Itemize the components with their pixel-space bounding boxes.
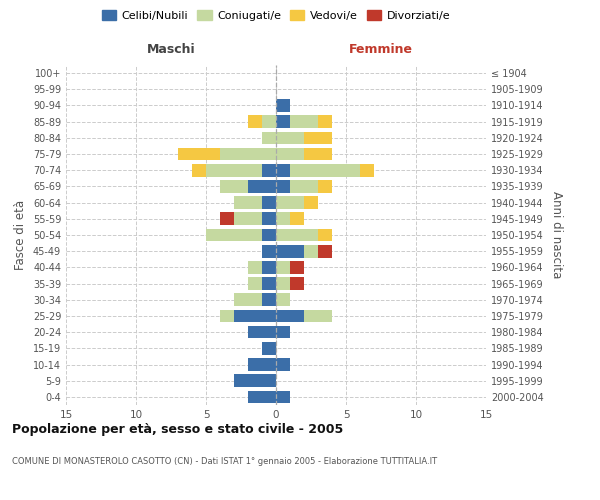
Bar [248,358,276,371]
Legend: Celibi/Nubili, Coniugati/e, Vedovi/e, Divorziati/e: Celibi/Nubili, Coniugati/e, Vedovi/e, Di… [97,6,455,25]
Bar [178,148,220,160]
Bar [304,245,318,258]
Bar [276,310,304,322]
Bar [276,196,304,209]
Text: Popolazione per età, sesso e stato civile - 2005: Popolazione per età, sesso e stato civil… [12,422,343,436]
Bar [262,278,276,290]
Bar [262,342,276,354]
Bar [206,164,262,176]
Bar [234,212,262,225]
Bar [262,261,276,274]
Y-axis label: Fasce di età: Fasce di età [14,200,27,270]
Bar [276,132,304,144]
Bar [276,164,290,176]
Bar [220,148,276,160]
Text: Femmine: Femmine [349,43,413,56]
Bar [276,390,290,403]
Bar [290,116,318,128]
Bar [276,148,304,160]
Bar [262,196,276,209]
Bar [290,180,318,192]
Bar [220,180,248,192]
Bar [276,228,318,241]
Bar [318,116,332,128]
Y-axis label: Anni di nascita: Anni di nascita [550,192,563,278]
Bar [276,245,304,258]
Bar [248,326,276,338]
Bar [262,212,276,225]
Bar [276,278,290,290]
Bar [304,148,332,160]
Bar [290,261,304,274]
Bar [276,212,290,225]
Bar [220,212,234,225]
Bar [304,310,332,322]
Bar [276,99,290,112]
Bar [206,228,262,241]
Bar [276,261,290,274]
Bar [248,390,276,403]
Bar [192,164,206,176]
Bar [234,294,262,306]
Bar [304,196,318,209]
Bar [276,294,290,306]
Bar [262,228,276,241]
Bar [290,164,360,176]
Text: COMUNE DI MONASTEROLO CASOTTO (CN) - Dati ISTAT 1° gennaio 2005 - Elaborazione T: COMUNE DI MONASTEROLO CASOTTO (CN) - Dat… [12,458,437,466]
Bar [262,116,276,128]
Bar [234,374,276,387]
Bar [262,164,276,176]
Bar [304,132,332,144]
Bar [276,180,290,192]
Bar [248,278,262,290]
Bar [318,245,332,258]
Bar [276,116,290,128]
Bar [262,294,276,306]
Bar [234,310,276,322]
Bar [248,261,262,274]
Bar [248,180,276,192]
Bar [276,358,290,371]
Bar [276,326,290,338]
Bar [290,212,304,225]
Bar [290,278,304,290]
Bar [318,180,332,192]
Bar [234,196,262,209]
Bar [262,132,276,144]
Bar [248,116,262,128]
Bar [220,310,234,322]
Bar [262,245,276,258]
Bar [360,164,374,176]
Text: Maschi: Maschi [146,43,196,56]
Bar [318,228,332,241]
